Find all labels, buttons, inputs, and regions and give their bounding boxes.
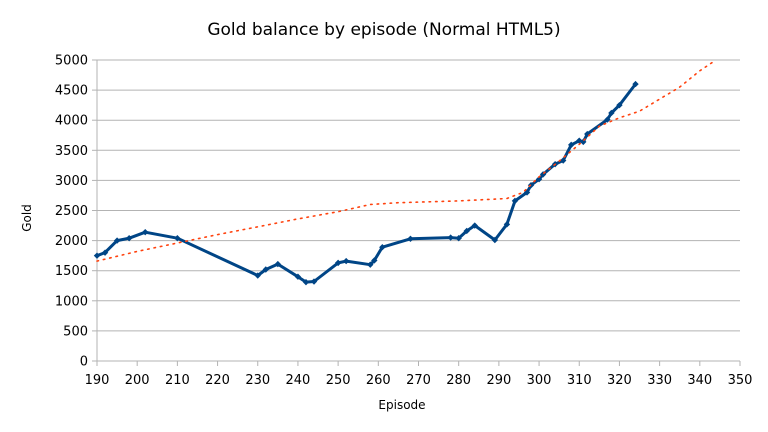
data-point [447,234,454,241]
x-tick-label: 200 [125,373,150,388]
data-point [568,141,575,149]
x-tick-label: 290 [486,373,511,388]
gold-line [96,83,637,284]
x-tick-label: 210 [165,373,190,388]
chart-title: Gold balance by episode (Normal HTML5) [207,20,560,40]
data-point [294,273,302,280]
data-point [523,189,531,196]
data-point [604,116,611,123]
y-tick-labels: 0 500 1000 1500 2000 2500 3000 3500 4000 4500 5000 [55,54,88,370]
data-point [455,234,462,242]
x-tick-label: 270 [406,373,431,388]
x-tick-label: 250 [326,373,351,388]
data-point [379,244,386,251]
data-point [616,101,623,109]
data-point [334,259,342,267]
data-point [584,130,591,138]
x-tick-label: 320 [607,373,632,388]
data-point [503,221,511,228]
y-tick-label: 2500 [55,204,88,219]
y-tick-label: 1000 [55,294,88,309]
data-point [93,252,101,259]
axes [92,59,741,366]
data-point [491,236,499,244]
data-point [580,138,587,146]
x-tick-label: 220 [205,373,230,388]
data-point [608,109,615,117]
trend-line [96,59,717,262]
data-point [535,175,543,183]
y-tick-label: 3500 [55,144,88,159]
data-point [254,272,261,279]
data-point [101,249,109,256]
x-tick-label: 300 [527,373,552,388]
x-axis-label: Episode [378,398,425,412]
trend-series [96,59,717,262]
y-tick-label: 500 [63,324,88,339]
x-tick-label: 310 [567,373,592,388]
x-tick-labels: 190 200 210 220 230 240 250 260 270 280 290 300 310 3… [85,373,753,388]
series-lines [93,59,717,286]
y-tick-label: 0 [80,355,88,370]
x-tick-label: 260 [366,373,391,388]
data-point [310,278,318,285]
data-point [367,261,374,268]
y-tick-label: 4000 [55,114,88,129]
y-axis-label: Gold [20,204,34,232]
y-tick-label: 5000 [55,54,88,69]
x-tick-label: 280 [446,373,471,388]
data-point [632,80,639,88]
data-point [463,227,470,235]
x-tick-label: 230 [245,373,270,388]
gold-series [93,80,639,286]
y-tick-label: 3000 [55,174,88,189]
data-point [559,157,567,164]
data-point [407,235,414,242]
x-tick-label: 190 [85,373,110,388]
data-point [125,234,133,242]
y-tick-label: 2000 [55,234,88,249]
x-tick-label: 240 [286,373,311,388]
x-tick-label: 340 [687,373,712,388]
data-point [174,234,181,242]
x-tick-label: 350 [728,373,753,388]
data-point [113,237,121,244]
data-point [511,197,519,205]
data-point [274,260,282,268]
data-point [302,278,310,286]
x-tick-label: 330 [647,373,672,388]
data-point [262,266,269,273]
data-point [342,257,350,265]
data-point [142,228,149,236]
data-point [371,257,378,264]
data-point [471,222,478,229]
grid-lines [97,59,740,362]
y-tick-label: 1500 [55,264,88,279]
y-tick-label: 4500 [55,84,88,99]
data-point [539,171,547,178]
